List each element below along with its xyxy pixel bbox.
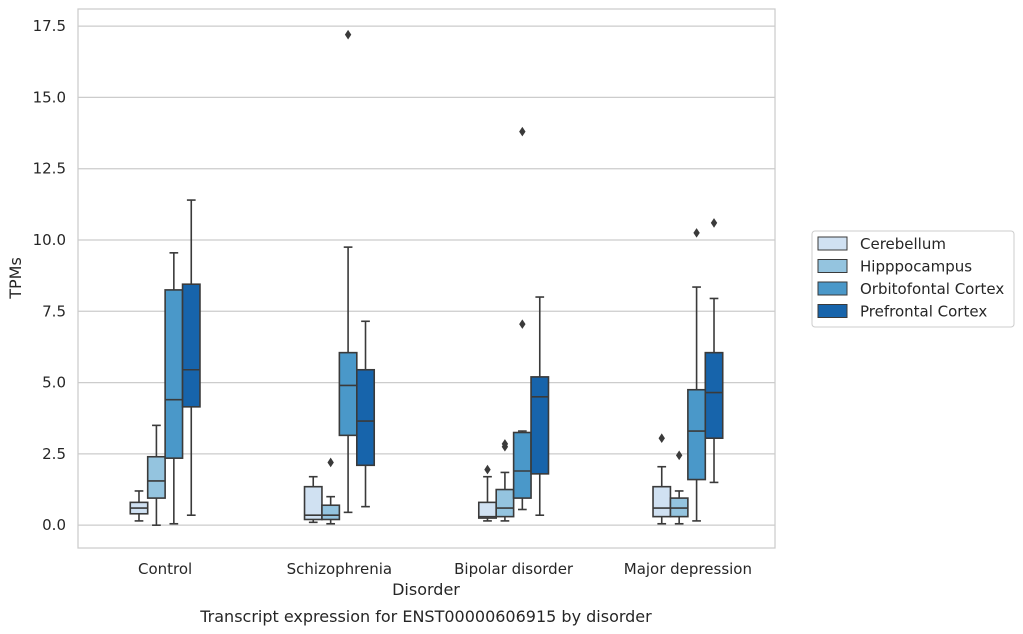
legend-item: Cerebellum (817, 235, 946, 253)
legend-swatch (817, 259, 848, 273)
outlier-point (484, 464, 491, 475)
legend-item: Prefrontal Cortex (817, 303, 987, 321)
outlier-point (675, 450, 683, 461)
box (181, 199, 201, 517)
box-iqr (495, 488, 515, 518)
y-tick-label: 10.0 (33, 231, 66, 249)
plot-frame (77, 8, 776, 549)
box (669, 450, 689, 525)
legend-item: Orbitofontal Cortex (817, 280, 1004, 298)
box-iqr (530, 376, 550, 475)
box (495, 439, 515, 522)
y-tick-labels: 0.0 2.5 5.0 7.5 10.0 12.5 15.0 17.5 (33, 17, 66, 534)
box (146, 424, 166, 526)
box-iqr (687, 388, 707, 481)
outlier-point (710, 218, 718, 228)
figure-caption: Transcript expression for ENST0000060691… (199, 607, 652, 626)
box-iqr (355, 368, 376, 467)
y-tick-label: 15.0 (33, 88, 66, 106)
outlier-point (693, 228, 700, 238)
box-iqr (338, 351, 358, 437)
series-prefrontal-cortex (181, 199, 724, 517)
y-tick-label: 0.0 (42, 516, 66, 534)
series-hipppocampus (146, 424, 689, 526)
y-tick-label: 2.5 (42, 445, 66, 463)
box (687, 228, 707, 522)
box-iqr (321, 504, 341, 521)
legend-label: Hipppocampus (860, 258, 972, 276)
x-tick-label: Schizophrenia (287, 560, 392, 578)
legend-swatch (817, 236, 848, 251)
legend-frame (811, 230, 1015, 328)
legend-label: Orbitofontal Cortex (860, 280, 1004, 298)
x-tick-label: Control (138, 560, 192, 578)
box (355, 320, 376, 508)
outlier-point (344, 29, 352, 40)
y-axis-label: TPMs (6, 257, 25, 300)
box (321, 457, 341, 525)
box-iqr (303, 485, 323, 521)
x-tick-label: Major depression (624, 560, 752, 578)
box-iqr (477, 501, 497, 519)
plot-background (78, 9, 775, 548)
box-iqr (652, 485, 672, 518)
box-iqr (512, 431, 532, 499)
box-iqr (181, 283, 201, 408)
legend-item: Hipppocampus (817, 258, 972, 276)
outlier-point (658, 433, 665, 444)
box (129, 490, 149, 522)
outlier-point (327, 457, 334, 468)
legend-swatch (817, 281, 848, 296)
box-iqr (704, 351, 724, 440)
legend-swatch (817, 304, 848, 318)
legend: Cerebellum Hipppocampus Orbitofontal Corte… (811, 230, 1015, 328)
outlier-point (501, 439, 509, 449)
box (652, 433, 672, 525)
box (512, 126, 532, 511)
y-tick-label: 7.5 (42, 302, 66, 320)
outlier-point (519, 126, 526, 137)
box-series (129, 29, 724, 526)
legend-label: Prefrontal Cortex (860, 303, 987, 321)
outlier-point (519, 319, 526, 329)
box (338, 29, 358, 514)
box-iqr (146, 455, 166, 499)
box (704, 218, 724, 484)
series-cerebellum (129, 433, 672, 525)
box-iqr (164, 289, 184, 459)
box (303, 475, 323, 524)
legend-label: Cerebellum (860, 235, 946, 253)
box (530, 296, 550, 517)
x-tick-label: Bipolar disorder (454, 560, 574, 578)
y-tick-label: 17.5 (33, 17, 66, 35)
y-tick-label: 5.0 (42, 374, 66, 392)
x-axis-label: Disorder (392, 580, 460, 599)
x-tick-labels: Control Schizophrenia Bipolar disorder Majo… (138, 560, 752, 578)
y-tick-label: 12.5 (33, 160, 66, 178)
